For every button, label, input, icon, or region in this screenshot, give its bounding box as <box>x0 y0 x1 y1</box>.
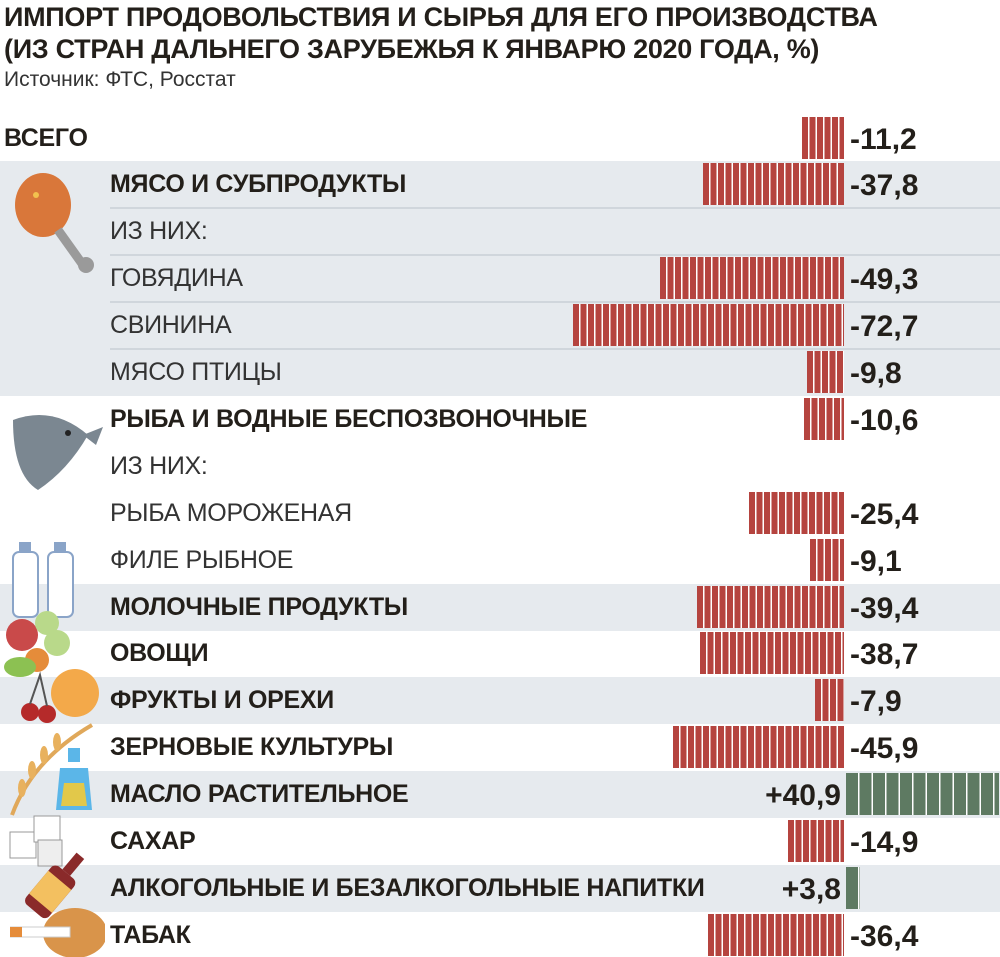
row-background <box>0 864 1000 912</box>
fruit-icon <box>15 660 105 730</box>
row-label: ИЗ НИХ: <box>110 451 208 480</box>
value-label: -36,4 <box>850 919 919 953</box>
row-background <box>0 771 1000 819</box>
bar <box>697 585 844 628</box>
row-label: РЫБА И ВОДНЫЕ БЕСПОЗВОНОЧНЫЕ <box>110 404 588 433</box>
bar <box>810 538 844 581</box>
value-label: -11,2 <box>850 122 917 156</box>
bar <box>846 866 861 909</box>
bar <box>660 257 844 300</box>
value-label: -49,3 <box>850 263 919 297</box>
value-label: -38,7 <box>850 638 919 672</box>
bar <box>788 820 844 862</box>
row-label: ФРУКТЫ И ОРЕХИ <box>110 686 334 715</box>
wine-bottle-icon <box>4 845 104 945</box>
row-label: АЛКОГОЛЬНЫЕ И БЕЗАЛКОГОЛЬНЫЕ НАПИТКИ <box>110 873 705 902</box>
value-label: -45,9 <box>850 732 919 766</box>
row-label: РЫБА МОРОЖЕНАЯ <box>110 498 352 527</box>
oil-bottle-icon <box>50 748 105 818</box>
value-label: -9,1 <box>850 544 902 578</box>
value-label: -25,4 <box>850 497 919 531</box>
bar <box>699 632 844 675</box>
row-label: МАСЛО РАСТИТЕЛЬНОЕ <box>110 780 409 809</box>
row-label: ФИЛЕ РЫБНОЕ <box>110 545 294 574</box>
bar <box>814 679 844 722</box>
bar <box>802 116 844 159</box>
row-separator <box>110 301 1000 304</box>
title-line-1: ИМПОРТ ПРОДОВОЛЬСТВИЯ И СЫРЬЯ ДЛЯ ЕГО ПР… <box>4 2 878 32</box>
vegetables-icon <box>2 605 82 690</box>
bar <box>807 351 844 393</box>
row-label: МОЛОЧНЫЕ ПРОДУКТЫ <box>110 592 408 621</box>
row-label: СВИНИНА <box>110 311 232 340</box>
row-label: ЗЕРНОВЫЕ КУЛЬТУРЫ <box>110 733 393 762</box>
row-separator <box>110 254 1000 257</box>
bar <box>804 397 844 440</box>
value-label: -10,6 <box>850 403 919 437</box>
title-line-2: (ИЗ СТРАН ДАЛЬНЕГО ЗАРУБЕЖЬЯ К ЯНВАРЮ 20… <box>4 34 820 64</box>
tobacco-icon <box>9 905 107 957</box>
row-separator <box>110 207 1000 210</box>
fish-icon <box>8 405 103 505</box>
bar <box>703 163 844 206</box>
bar <box>572 304 844 347</box>
row-label: МЯСО ПТИЦЫ <box>110 358 282 386</box>
bar <box>672 726 844 769</box>
value-label: +3,8 <box>781 872 841 906</box>
value-label: +40,9 <box>765 779 841 813</box>
bar <box>749 491 844 534</box>
row-label: ГОВЯДИНА <box>110 264 243 293</box>
milk-bottles-icon <box>8 540 83 625</box>
row-label: ВСЕГО <box>4 123 88 152</box>
chicken-leg-icon <box>8 170 98 285</box>
row-label: САХАР <box>110 827 196 855</box>
value-label: -14,9 <box>850 826 919 859</box>
row-label: ОВОЩИ <box>110 639 209 668</box>
row-separator <box>110 348 1000 350</box>
source: Источник: ФТС, Росстат <box>4 68 236 91</box>
row-background <box>0 208 1000 256</box>
wheat-icon <box>2 720 97 825</box>
row-label: ТАБАК <box>110 920 191 949</box>
row-label: ИЗ НИХ: <box>110 217 208 246</box>
value-label: -9,8 <box>850 357 902 390</box>
value-label: -72,7 <box>850 310 919 344</box>
bar <box>846 773 999 816</box>
value-label: -37,8 <box>850 169 919 203</box>
sugar-cubes-icon <box>2 810 72 875</box>
row-label: МЯСО И СУБПРОДУКТЫ <box>110 170 407 199</box>
bar <box>708 913 844 956</box>
value-label: -39,4 <box>850 591 919 625</box>
value-label: -7,9 <box>850 685 902 719</box>
